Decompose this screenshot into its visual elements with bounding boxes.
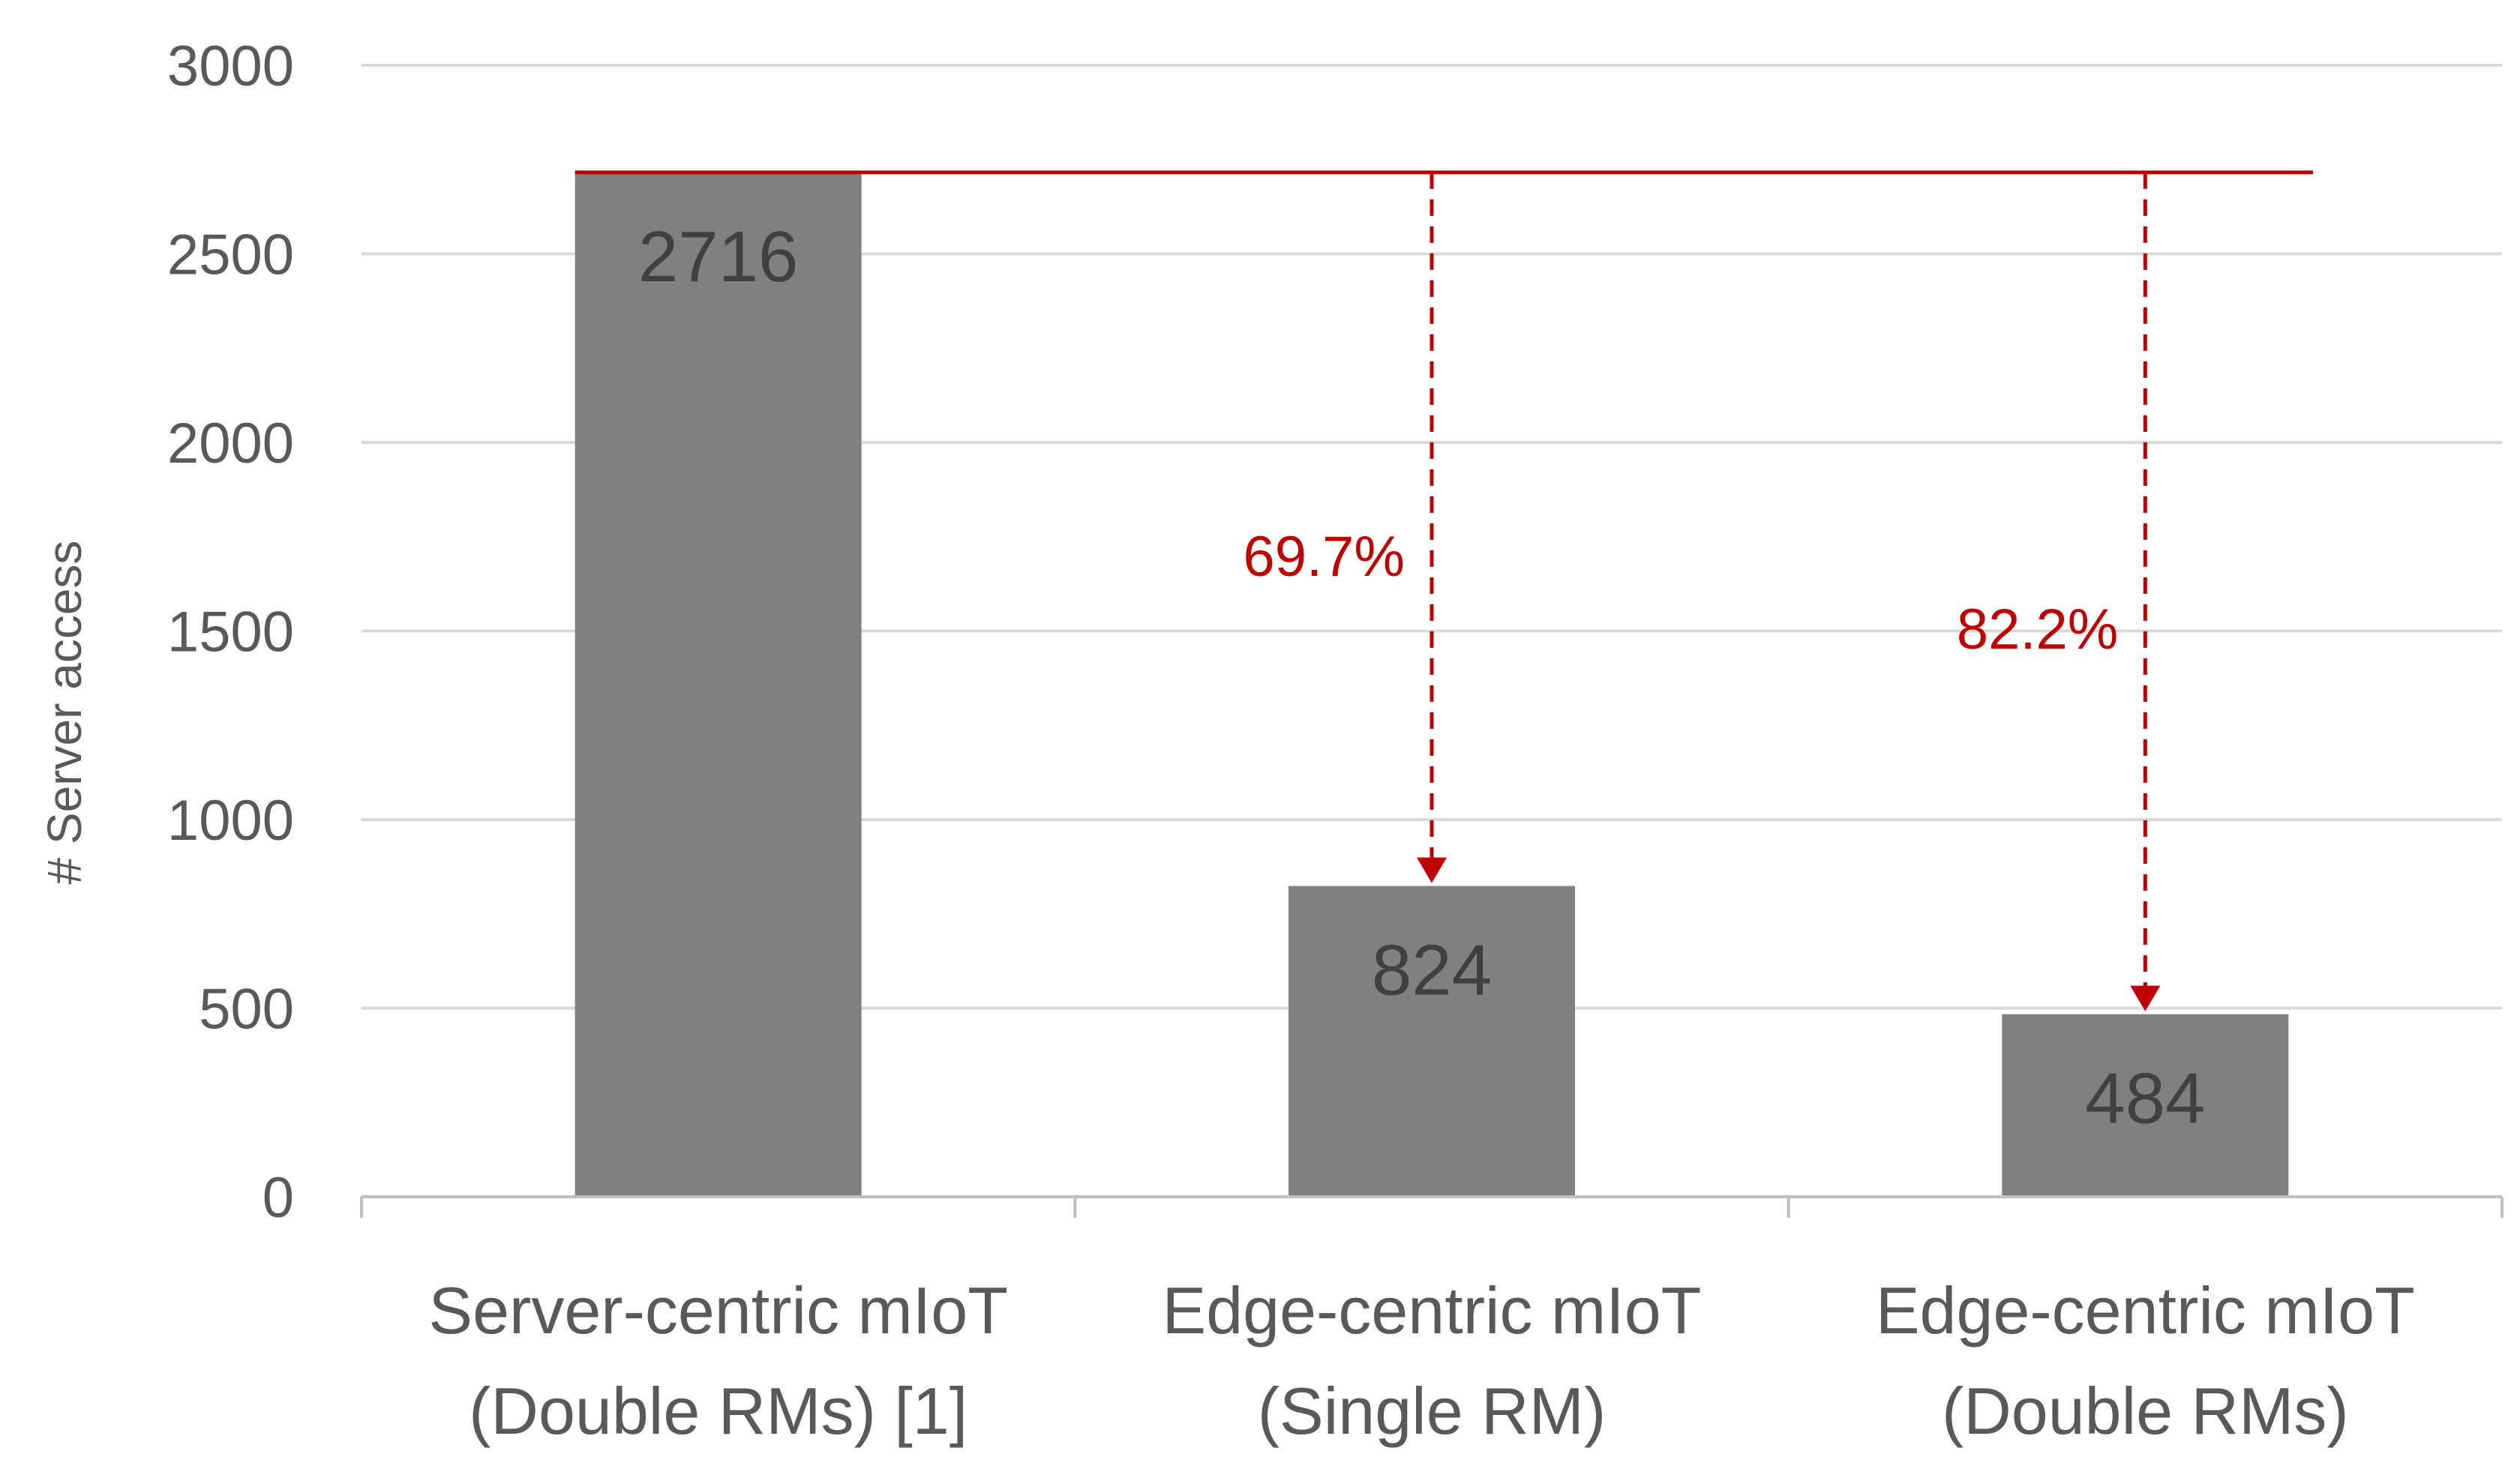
reduction-arrow-head [1417,857,1447,883]
x-category-label: (Double RMs) [1942,1374,2349,1448]
y-tick-label: 0 [262,1166,294,1230]
reduction-arrow-head [2130,985,2161,1012]
x-category-label: Edge-centric mIoT [1162,1273,1702,1348]
y-tick-label: 2000 [167,412,294,475]
data-label: 484 [2085,1059,2205,1139]
x-category-label: Server-centric mIoT [428,1273,1008,1348]
bar [1288,886,1575,1197]
data-label: 824 [1372,931,1492,1011]
y-tick-label: 1500 [167,601,294,664]
y-tick-label: 500 [199,978,294,1042]
bar [574,172,862,1197]
reduction-percent-label: 69.7% [1244,525,1406,589]
x-category-label: (Double RMs) [1] [469,1374,968,1448]
reduction-percent-label: 82.2% [1957,598,2119,661]
y-axis-title: # Server access [38,541,92,885]
y-tick-label: 2500 [167,223,294,287]
y-tick-label: 3000 [167,34,294,98]
bar [2002,1014,2289,1197]
x-category-label: (Single RM) [1258,1374,1606,1448]
x-category-label: Edge-centric mIoT [1876,1273,2415,1348]
y-tick-label: 1000 [167,789,294,853]
data-label: 2716 [638,217,799,297]
